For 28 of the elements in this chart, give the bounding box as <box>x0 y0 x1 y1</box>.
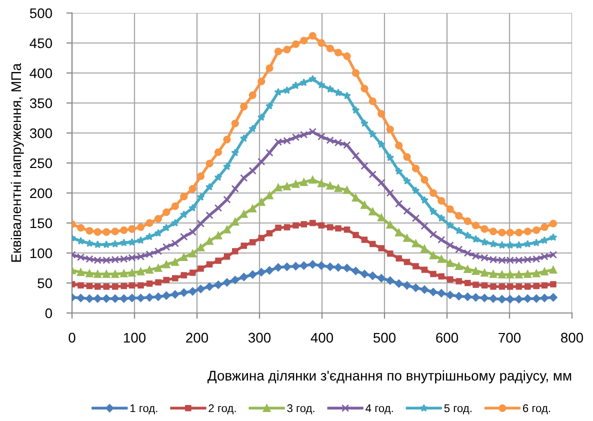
y-tick-label: 100 <box>30 248 52 258</box>
y-tick-label: 450 <box>30 38 52 48</box>
x-axis-title: Довжина ділянки з'єднання по внутрішньому радіусу, мм <box>208 370 572 384</box>
legend-label: 4 год. <box>366 404 393 414</box>
x-tick-label: 800 <box>561 332 584 343</box>
y-tick-label: 0 <box>45 308 52 318</box>
x-tick-label: 200 <box>186 332 208 343</box>
x-tick-label: 600 <box>436 332 458 343</box>
y-tick-label: 300 <box>30 128 52 138</box>
y-tick-label: 350 <box>30 98 52 108</box>
legend-label: 1 год. <box>130 404 158 414</box>
y-tick-label: 400 <box>30 68 52 78</box>
y-axis-title: Еквівалентні напруження, МПа <box>10 63 24 262</box>
x-tick-label: 400 <box>310 332 334 343</box>
y-tick-label: 200 <box>30 188 52 198</box>
legend-label: 3 год. <box>287 404 314 414</box>
y-tick-label: 250 <box>30 158 52 168</box>
x-tick-label: 300 <box>248 332 271 343</box>
legend-label: 6 год. <box>523 404 550 414</box>
y-tick-label: 50 <box>38 278 52 288</box>
legend-label: 2 год. <box>208 404 236 414</box>
x-tick-label: 0 <box>68 332 76 343</box>
y-tick-label: 150 <box>30 218 52 228</box>
x-tick-label: 700 <box>498 332 521 343</box>
y-tick-label: 500 <box>30 8 52 18</box>
x-tick-label: 100 <box>124 332 146 343</box>
x-tick-label: 500 <box>373 332 396 343</box>
legend-label: 5 год. <box>444 404 472 414</box>
